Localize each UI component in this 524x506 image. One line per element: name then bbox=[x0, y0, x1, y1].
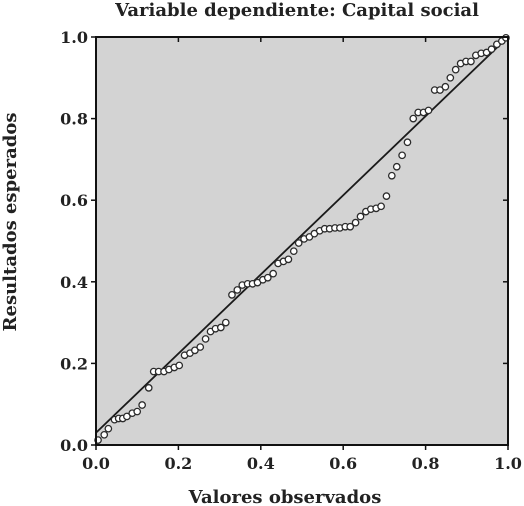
data-point bbox=[196, 343, 205, 351]
y-tick-label: 0.6 bbox=[60, 191, 88, 210]
data-point bbox=[346, 222, 355, 231]
chart-title: Variable dependiente: Capital social bbox=[114, 0, 479, 21]
data-point bbox=[216, 323, 225, 332]
data-point bbox=[269, 269, 278, 278]
data-point bbox=[441, 82, 450, 91]
data-point bbox=[436, 86, 444, 94]
data-point bbox=[356, 212, 365, 221]
data-point bbox=[284, 255, 293, 264]
data-point bbox=[377, 202, 385, 211]
reference-line bbox=[95, 36, 509, 434]
x-tick-label: 0.0 bbox=[82, 454, 110, 473]
data-point bbox=[387, 171, 396, 180]
data-point bbox=[382, 192, 391, 200]
y-tick-label: 1.0 bbox=[60, 28, 88, 47]
x-tick-label: 0.4 bbox=[247, 454, 275, 473]
data-point bbox=[144, 384, 153, 392]
axis-ticks: 0.0 0.2 0.4 0.6 0.8 1.0 0.0 0.2 0.4 0.6 0.8 1.0 bbox=[60, 28, 522, 473]
data-point bbox=[467, 57, 475, 66]
data-point bbox=[201, 335, 210, 343]
y-tick-label: 0.4 bbox=[60, 273, 88, 292]
data-point bbox=[133, 407, 142, 416]
data-point bbox=[228, 291, 236, 299]
y-tick-label: 0.2 bbox=[60, 354, 88, 373]
data-point bbox=[233, 286, 242, 294]
data-point bbox=[191, 346, 199, 355]
data-point bbox=[351, 218, 360, 227]
data-point bbox=[100, 430, 109, 439]
y-axis-label: Resultados esperados bbox=[0, 113, 21, 332]
x-tick-label: 1.0 bbox=[494, 454, 522, 473]
data-point bbox=[289, 247, 298, 256]
data-point bbox=[487, 45, 496, 54]
data-point bbox=[403, 138, 412, 147]
y-tick-label: 0.0 bbox=[60, 436, 88, 455]
data-point bbox=[398, 151, 406, 160]
plot-frame bbox=[95, 36, 509, 446]
data-point bbox=[175, 361, 184, 370]
x-axis-label: Valores observados bbox=[188, 487, 382, 506]
data-point bbox=[221, 318, 230, 327]
data-point bbox=[392, 162, 401, 171]
data-point bbox=[138, 401, 146, 409]
data-points bbox=[94, 33, 510, 444]
data-point bbox=[294, 239, 303, 247]
data-point bbox=[263, 273, 272, 282]
data-point bbox=[104, 424, 113, 433]
x-tick-label: 0.6 bbox=[329, 454, 357, 473]
y-tick-label: 0.8 bbox=[60, 110, 88, 129]
x-tick-label: 0.8 bbox=[412, 454, 440, 473]
data-point bbox=[446, 73, 455, 82]
data-point bbox=[123, 412, 131, 421]
data-point bbox=[451, 65, 460, 74]
data-point bbox=[424, 106, 433, 115]
data-point bbox=[409, 114, 418, 123]
x-tick-label: 0.2 bbox=[164, 454, 192, 473]
